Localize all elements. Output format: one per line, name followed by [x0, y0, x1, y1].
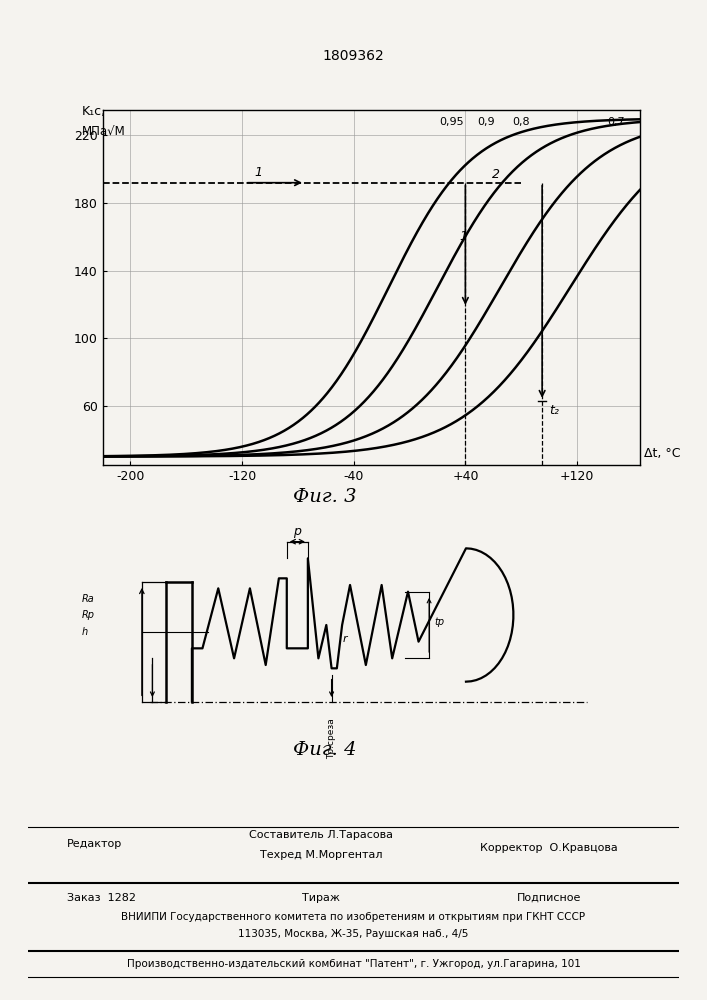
Text: 0,7: 0,7: [607, 117, 625, 127]
Text: 0,9: 0,9: [477, 117, 495, 127]
Text: 1: 1: [255, 166, 263, 179]
Text: 1: 1: [460, 230, 468, 243]
Text: Ra: Ra: [81, 594, 94, 604]
Text: 0,95: 0,95: [439, 117, 464, 127]
Text: Тираж: Тираж: [302, 893, 340, 903]
Text: Составитель Л.Тарасова: Составитель Л.Тарасова: [249, 830, 393, 840]
Text: МПа√М: МПа√М: [81, 125, 125, 138]
Text: p: p: [293, 525, 301, 538]
Text: 113035, Москва, Ж-35, Раушская наб., 4/5: 113035, Москва, Ж-35, Раушская наб., 4/5: [238, 929, 469, 939]
Text: Тр.среза: Тр.среза: [327, 718, 336, 759]
Text: Фиг. 4: Фиг. 4: [293, 741, 357, 759]
Text: Производственно-издательский комбинат "Патент", г. Ужгород, ул.Гагарина, 101: Производственно-издательский комбинат "П…: [127, 959, 580, 969]
Text: tp: tp: [434, 617, 445, 627]
Text: Δt, °C: Δt, °C: [644, 447, 681, 460]
Text: 0,8: 0,8: [513, 117, 530, 127]
Text: 1809362: 1809362: [322, 49, 385, 63]
Text: Rp: Rp: [81, 610, 94, 620]
Text: Редактор: Редактор: [67, 839, 122, 849]
Text: Заказ  1282: Заказ 1282: [67, 893, 136, 903]
Text: Корректор  О.Кравцова: Корректор О.Кравцова: [480, 843, 617, 853]
Text: K₁c,: K₁c,: [81, 105, 106, 118]
Text: t₂: t₂: [549, 404, 559, 417]
Text: r: r: [342, 634, 346, 644]
Text: ВНИИПИ Государственного комитета по изобретениям и открытиям при ГКНТ СССР: ВНИИПИ Государственного комитета по изоб…: [122, 912, 585, 922]
Text: Фиг. 3: Фиг. 3: [293, 488, 357, 506]
Text: Подписное: Подписное: [516, 893, 581, 903]
Text: 2: 2: [492, 168, 500, 181]
Text: Техред М.Моргентал: Техред М.Моргентал: [259, 850, 382, 860]
Text: h: h: [81, 627, 88, 637]
